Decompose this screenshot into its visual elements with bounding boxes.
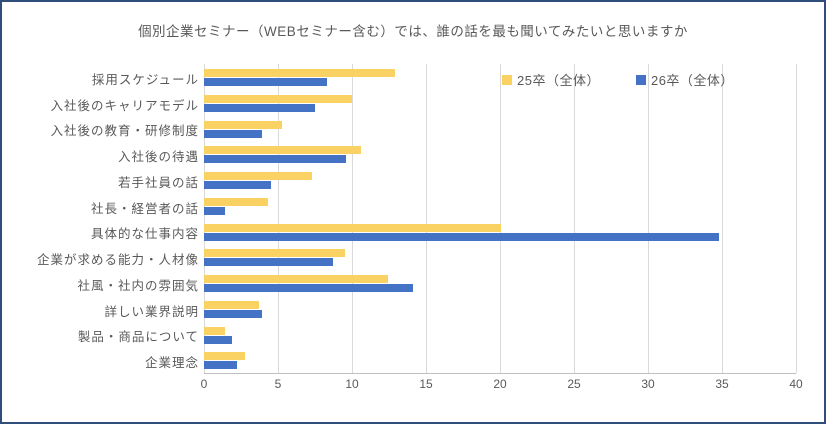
category-label: 詳しい業界説明 <box>104 304 199 319</box>
bar <box>204 129 262 138</box>
gridline <box>648 64 649 373</box>
legend-label: 26卒（全体） <box>650 73 734 88</box>
category-label: 企業理念 <box>144 356 199 371</box>
bar <box>204 197 268 206</box>
bar <box>204 232 720 241</box>
gridline <box>500 64 501 373</box>
bar <box>204 352 246 361</box>
category-label: 具体的な仕事内容 <box>90 227 199 242</box>
gridline <box>352 64 353 373</box>
x-tick-label: 15 <box>419 377 433 391</box>
bar <box>204 103 315 112</box>
bar <box>204 300 259 309</box>
bar <box>204 309 262 318</box>
bar <box>204 258 333 267</box>
bar <box>204 94 352 103</box>
bar <box>204 120 283 129</box>
x-tick-label: 30 <box>641 377 655 391</box>
legend-item-1: 26卒（全体） <box>635 70 734 89</box>
gridline <box>796 64 797 373</box>
category-axis: 採用スケジュール入社後のキャリアモデル 入社後の教育・研修制度入社後の待遇 若手社員… <box>2 64 199 373</box>
legend-swatch <box>635 74 646 85</box>
bar <box>204 78 327 86</box>
chart-title: 個別企業セミナー（WEBセミナー含む）では、誰の話を最も聞いてみたいと思いますか <box>138 24 688 39</box>
legend-item-0: 25卒（全体） <box>502 70 600 89</box>
bar <box>204 155 347 164</box>
category-label: 社長・経営者の話 <box>90 201 199 216</box>
x-tick-label: 35 <box>715 377 729 391</box>
category-label: 採用スケジュール <box>91 72 199 87</box>
category-label: 入社後の待遇 <box>117 150 199 165</box>
bar <box>204 335 233 344</box>
bar <box>204 181 271 189</box>
x-tick-label: 40 <box>789 377 803 391</box>
category-label: 企業が求める能力・人材像 <box>36 253 199 268</box>
x-tick-label: 0 <box>200 377 208 391</box>
gridline <box>722 64 723 373</box>
gridline <box>278 64 279 373</box>
gridline <box>426 64 427 373</box>
x-tick-label: 25 <box>567 377 581 391</box>
bar <box>204 361 237 370</box>
category-label: 入社後の教育・研修制度 <box>50 124 199 139</box>
bar <box>204 275 388 283</box>
bar <box>204 223 502 232</box>
bar <box>204 172 313 180</box>
value-axis: 0 5 10 15 20 25 30 35 40 <box>200 377 803 395</box>
legend: 25卒（全体） 26卒（全体） <box>502 70 734 89</box>
x-axis-line <box>204 373 796 374</box>
bar <box>204 326 225 335</box>
category-label: 入社後のキャリアモデル <box>50 98 199 113</box>
bar <box>204 206 225 215</box>
bar <box>204 249 345 258</box>
bar <box>204 69 395 77</box>
x-tick-label: 20 <box>493 377 507 391</box>
bar <box>204 146 361 155</box>
bar <box>204 284 413 292</box>
plot-area <box>204 64 797 374</box>
x-tick-label: 10 <box>345 377 359 391</box>
category-label: 製品・商品について <box>77 330 199 345</box>
gridline <box>574 64 575 373</box>
category-label: 社風・社内の雰囲気 <box>77 278 199 293</box>
x-tick-label: 5 <box>274 377 282 391</box>
legend-swatch <box>502 74 512 85</box>
category-label: 若手社員の話 <box>117 175 199 190</box>
legend-label: 25卒（全体） <box>517 73 600 88</box>
gridline <box>204 64 205 373</box>
